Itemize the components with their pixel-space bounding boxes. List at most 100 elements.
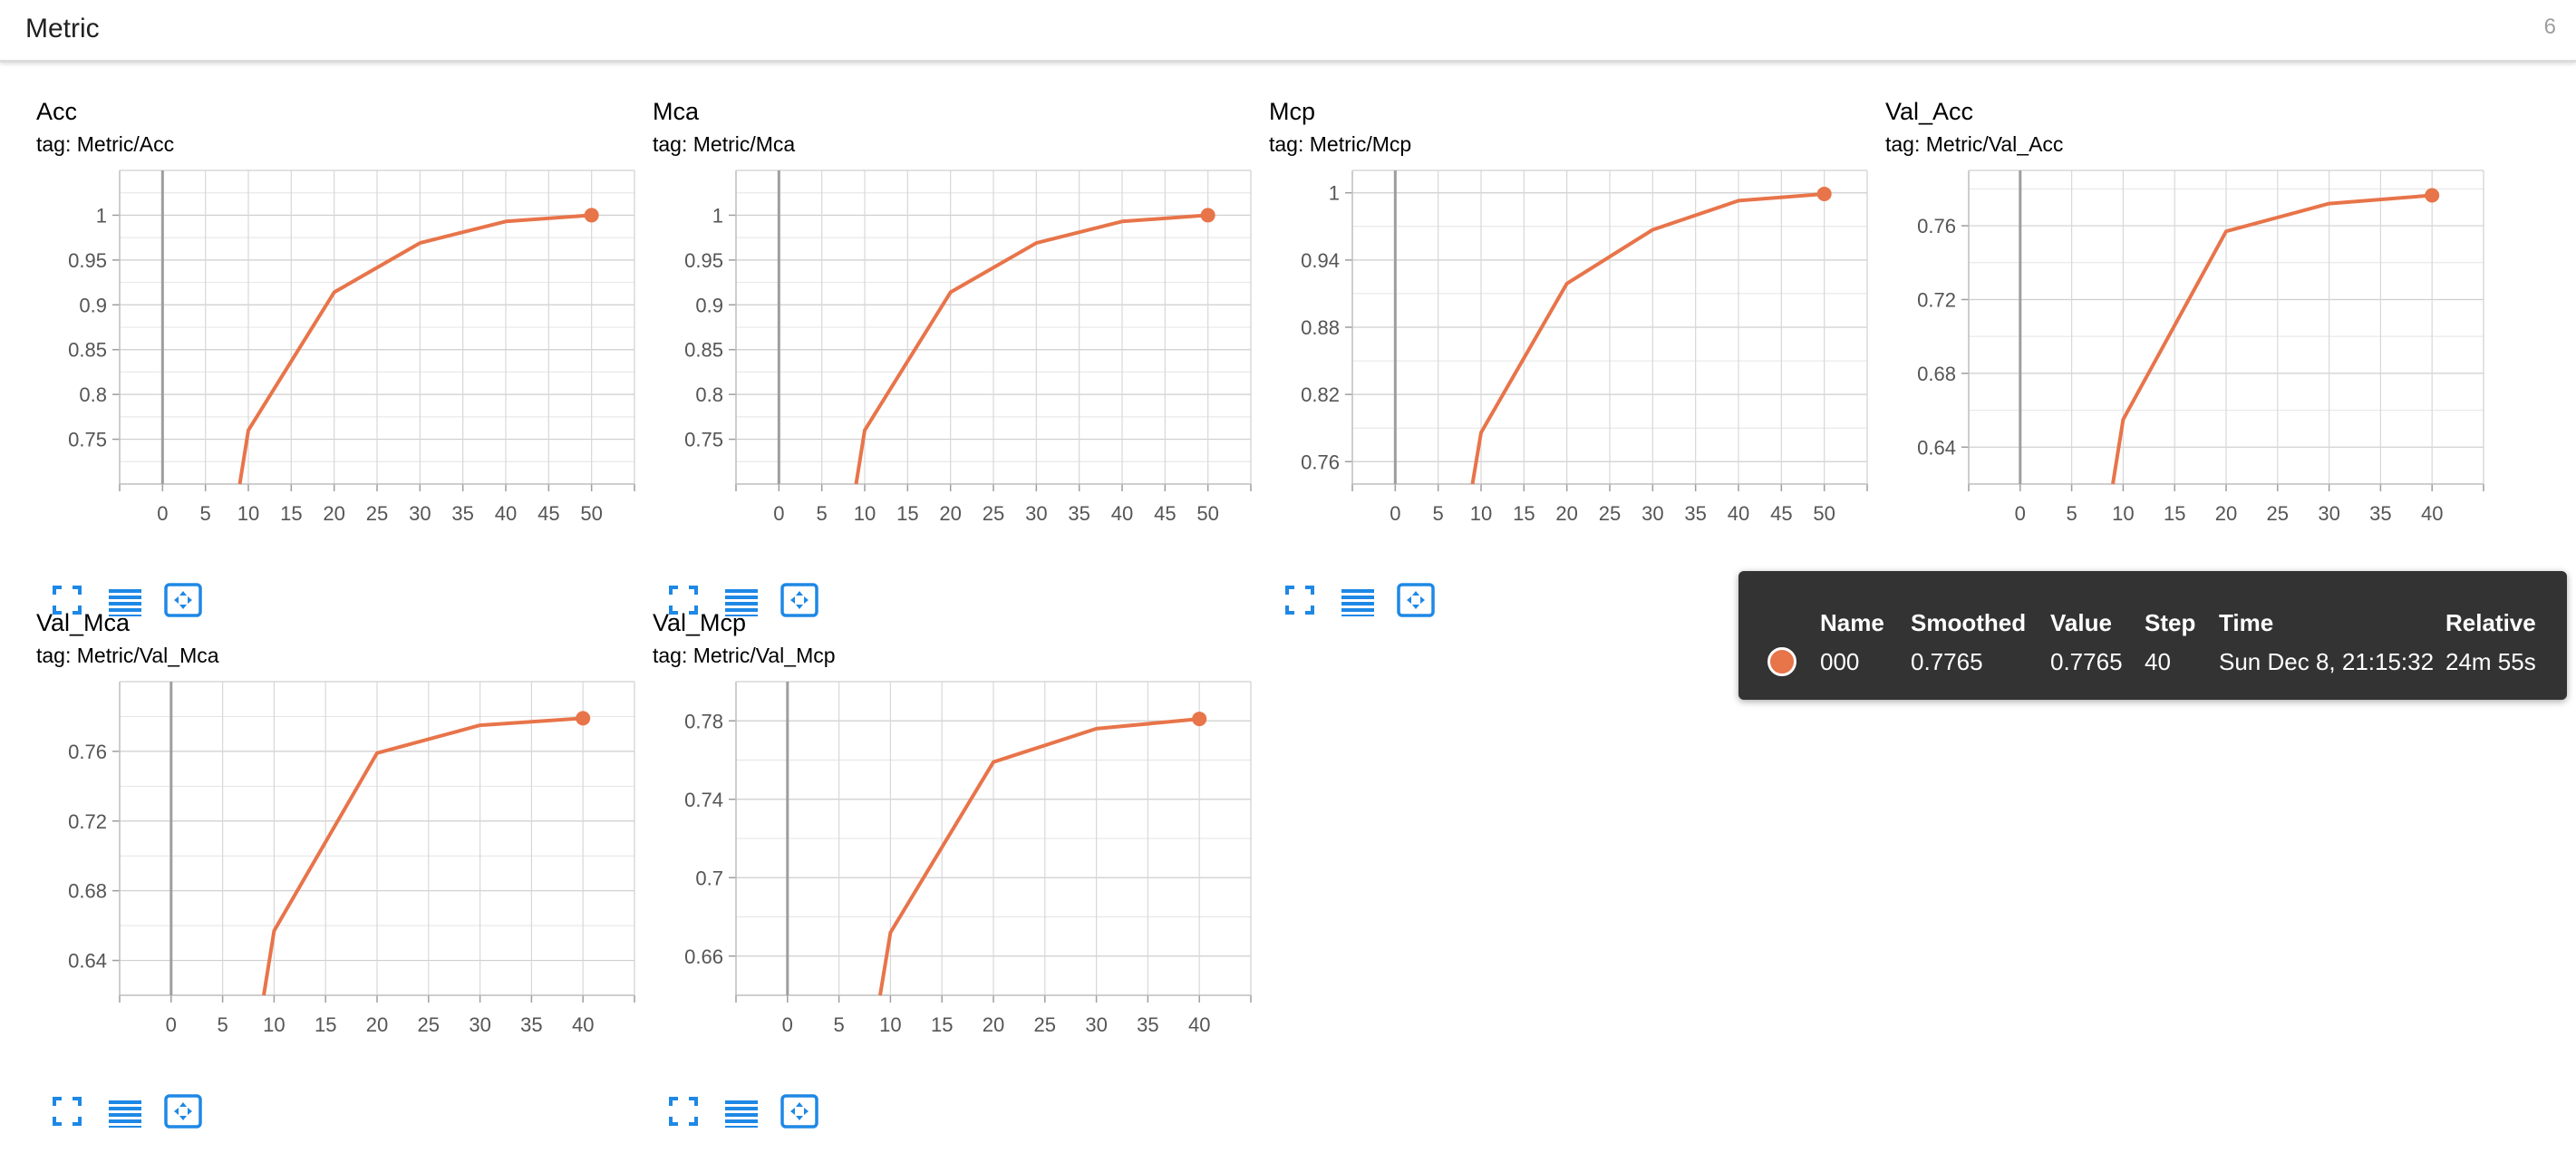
tooltip-header-step: Step bbox=[2145, 609, 2196, 636]
group-title: Metric bbox=[25, 14, 100, 44]
expand-chart-button[interactable] bbox=[47, 580, 87, 620]
x-tick-label: 35 bbox=[1068, 502, 1089, 525]
expand-chart-icon bbox=[1285, 586, 1314, 615]
last-point-marker[interactable] bbox=[1200, 208, 1215, 223]
x-tick-label: 0 bbox=[157, 502, 168, 525]
hover-tooltip: Name Smoothed Value Step Time Relative 0… bbox=[1738, 571, 2567, 700]
fit-domain-button[interactable] bbox=[1396, 580, 1436, 620]
series-line[interactable] bbox=[1470, 192, 1825, 485]
x-tick-label: 35 bbox=[1684, 502, 1706, 525]
chart-count: 6 bbox=[2543, 15, 2556, 39]
fit-domain-icon bbox=[164, 583, 202, 617]
expand-chart-icon bbox=[53, 1097, 82, 1126]
tooltip-run-name: 000 bbox=[1820, 648, 1860, 675]
x-tick-label: 40 bbox=[2421, 502, 2443, 525]
chart-tag: tag: Metric/Mca bbox=[653, 132, 796, 156]
series-line[interactable] bbox=[2111, 193, 2433, 485]
x-tick-label: 50 bbox=[1813, 502, 1835, 525]
y-tick-label: 0.95 bbox=[684, 249, 723, 272]
last-point-marker[interactable] bbox=[584, 208, 599, 223]
expand-chart-button[interactable] bbox=[1280, 580, 1320, 620]
fit-domain-button[interactable] bbox=[780, 1091, 819, 1131]
last-point-marker[interactable] bbox=[2425, 188, 2440, 203]
y-tick-label: 0.68 bbox=[1917, 363, 1956, 385]
y-tick-label: 0.72 bbox=[68, 810, 107, 833]
y-tick-label: 0.76 bbox=[68, 741, 107, 763]
y-tick-label: 0.75 bbox=[68, 429, 107, 451]
x-tick-label: 5 bbox=[200, 502, 211, 525]
fit-domain-icon bbox=[164, 1094, 202, 1129]
tooltip-step: 40 bbox=[2145, 648, 2171, 675]
x-tick-label: 5 bbox=[2066, 502, 2077, 525]
tooltip-header-smoothed: Smoothed bbox=[1911, 609, 2027, 636]
series-color-dot bbox=[1767, 647, 1796, 676]
last-point-marker[interactable] bbox=[576, 711, 591, 726]
last-point-marker[interactable] bbox=[1816, 186, 1832, 201]
series-line[interactable] bbox=[878, 717, 1200, 996]
series-line[interactable] bbox=[854, 213, 1208, 485]
y-tick-label: 0.74 bbox=[684, 789, 723, 811]
x-tick-label: 30 bbox=[1025, 502, 1047, 525]
y-tick-label: 0.68 bbox=[68, 880, 107, 903]
line-chart[interactable]: 0.64 0.68 0.72 0.76 0 5 10 15 20 25 30 35 40 bbox=[36, 673, 653, 1053]
line-chart[interactable]: 0.64 0.68 0.72 0.76 0 5 10 15 20 25 30 35 40 bbox=[1885, 161, 2502, 542]
y-tick-label: 1 bbox=[712, 204, 723, 227]
tooltip-header-time: Time bbox=[2219, 609, 2274, 636]
x-tick-label: 35 bbox=[520, 1013, 542, 1036]
toggle-data-table-button[interactable] bbox=[105, 1091, 145, 1131]
y-tick-label: 0.64 bbox=[68, 950, 107, 973]
x-tick-label: 35 bbox=[2369, 502, 2391, 525]
fit-domain-icon bbox=[1397, 583, 1435, 617]
x-tick-label: 15 bbox=[1513, 502, 1535, 525]
series-line[interactable] bbox=[262, 716, 584, 996]
toggle-data-table-button[interactable] bbox=[721, 1091, 761, 1131]
x-tick-label: 15 bbox=[931, 1013, 953, 1036]
x-tick-label: 0 bbox=[2015, 502, 2026, 525]
x-tick-label: 10 bbox=[1470, 502, 1492, 525]
toggle-data-table-button[interactable] bbox=[105, 580, 145, 620]
toggle-data-table-button[interactable] bbox=[721, 580, 761, 620]
toggle-data-table-icon bbox=[725, 1100, 758, 1128]
expand-chart-button[interactable] bbox=[663, 580, 703, 620]
chart-card-mcp: Mcp tag: Metric/Mcp 0.76 0.82 0.88 0.94 1 0 5 1… bbox=[1269, 98, 1885, 642]
tooltip-relative: 24m 55s bbox=[2445, 648, 2536, 675]
y-tick-label: 0.85 bbox=[68, 339, 107, 362]
toggle-data-table-icon bbox=[109, 1100, 141, 1128]
line-chart[interactable]: 0.66 0.7 0.74 0.78 0 5 10 15 20 25 30 35 40 bbox=[653, 673, 1269, 1053]
tooltip-value: 0.7765 bbox=[2050, 648, 2123, 675]
page-header: Metric 6 bbox=[0, 0, 2576, 63]
x-tick-label: 20 bbox=[366, 1013, 388, 1036]
x-tick-label: 45 bbox=[1770, 502, 1792, 525]
chart-tag: tag: Metric/Val_Mcp bbox=[653, 644, 836, 667]
y-tick-label: 0.9 bbox=[79, 294, 107, 316]
x-tick-label: 25 bbox=[2267, 502, 2289, 525]
y-tick-label: 0.82 bbox=[1301, 383, 1340, 406]
series-line[interactable] bbox=[237, 213, 592, 485]
x-tick-label: 0 bbox=[166, 1013, 177, 1036]
fit-domain-button[interactable] bbox=[780, 580, 819, 620]
fit-domain-button[interactable] bbox=[163, 1091, 203, 1131]
chart-card-val-acc: Val_Acc tag: Metric/Val_Acc 0.64 0.68 0.72… bbox=[1885, 98, 2502, 642]
tooltip-smoothed-value: 0.7765 bbox=[1911, 648, 1983, 675]
expand-chart-icon bbox=[669, 586, 698, 615]
expand-chart-icon bbox=[669, 1097, 698, 1126]
x-tick-label: 10 bbox=[2112, 502, 2134, 525]
chart-title: Mca bbox=[653, 98, 700, 125]
x-tick-label: 0 bbox=[1390, 502, 1400, 525]
x-tick-label: 45 bbox=[1154, 502, 1176, 525]
expand-chart-button[interactable] bbox=[47, 1091, 87, 1131]
fit-domain-icon bbox=[780, 583, 818, 617]
toggle-data-table-button[interactable] bbox=[1338, 580, 1378, 620]
y-tick-label: 0.8 bbox=[79, 383, 107, 406]
y-tick-label: 0.85 bbox=[684, 339, 723, 362]
toggle-data-table-icon bbox=[725, 589, 758, 616]
chart-tag: tag: Metric/Val_Acc bbox=[1885, 132, 2064, 156]
expand-chart-button[interactable] bbox=[663, 1091, 703, 1131]
fit-domain-button[interactable] bbox=[163, 580, 203, 620]
last-point-marker[interactable] bbox=[1192, 712, 1207, 727]
x-tick-label: 20 bbox=[323, 502, 344, 525]
fit-domain-icon bbox=[780, 1094, 818, 1129]
